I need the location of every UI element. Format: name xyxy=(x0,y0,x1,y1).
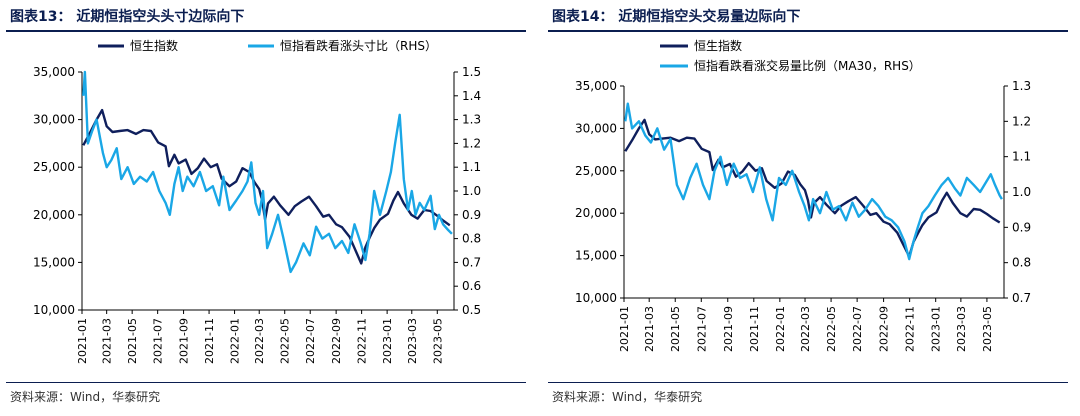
x-tick-label: 2021-11 xyxy=(748,306,761,352)
x-tick-label: 2022-11 xyxy=(904,306,917,352)
series-line-ratio xyxy=(82,70,453,274)
chart-title: 图表14： 近期恒指空头交易量边际向下 xyxy=(552,9,801,25)
x-tick-label: 2022-03 xyxy=(253,318,266,364)
x-tick-label: 2021-01 xyxy=(76,318,89,364)
left-tick-label: 35,000 xyxy=(33,65,75,79)
title-rule xyxy=(548,30,1068,32)
left-tick-label: 30,000 xyxy=(33,113,75,127)
right-tick-label: 0.7 xyxy=(1012,291,1031,305)
left-tick-label: 30,000 xyxy=(575,121,617,135)
right-tick-label: 0.8 xyxy=(462,232,481,246)
right-tick-label: 1.4 xyxy=(462,89,481,103)
legend-label: 恒生指数 xyxy=(694,38,742,53)
x-tick-label: 2022-09 xyxy=(878,306,891,352)
x-tick-label: 2022-01 xyxy=(774,306,787,352)
left-tick-label: 25,000 xyxy=(33,160,75,174)
x-tick-label: 2021-11 xyxy=(203,318,216,364)
x-tick-label: 2021-07 xyxy=(152,318,165,364)
chart-panel-14: 图表14： 近期恒指空头交易量边际向下 10,000 15,000 20,000 25… xyxy=(548,0,1074,416)
x-tick-label: 2021-05 xyxy=(126,318,139,364)
chart-title: 图表13： 近期恒指空头头寸边际向下 xyxy=(10,9,245,25)
series-line-ratio xyxy=(624,102,1003,261)
right-tick-label: 0.6 xyxy=(462,279,481,293)
x-tick-label: 2023-05 xyxy=(981,306,994,352)
right-tick-label: 1.0 xyxy=(462,184,481,198)
x-tick-label: 2023-03 xyxy=(955,306,968,352)
x-tick-label: 2021-07 xyxy=(695,306,708,352)
right-tick-label: 0.8 xyxy=(1012,256,1031,270)
x-tick-label: 2021-09 xyxy=(722,306,735,352)
x-tick-label: 2021-01 xyxy=(618,306,631,352)
x-tick-label: 2022-01 xyxy=(229,318,242,364)
x-tick-label: 2022-11 xyxy=(356,318,369,364)
left-tick-label: 10,000 xyxy=(575,291,617,305)
source-note: 资料来源：Wind，华泰研究 xyxy=(552,390,703,404)
right-tick-label: 1.2 xyxy=(462,136,481,150)
right-tick-label: 0.9 xyxy=(462,208,481,222)
left-tick-label: 20,000 xyxy=(33,208,75,222)
legend-label: 恒指看跌看涨交易量比例（MA30，RHS） xyxy=(694,58,921,73)
x-tick-label: 2021-03 xyxy=(643,306,656,352)
right-tick-label: 0.7 xyxy=(462,255,481,269)
x-tick-label: 2023-03 xyxy=(406,318,419,364)
right-tick-label: 1.3 xyxy=(1012,79,1031,93)
right-tick-label: 1.5 xyxy=(462,65,481,79)
right-tick-label: 0.5 xyxy=(462,303,481,317)
x-tick-label: 2022-03 xyxy=(799,306,812,352)
left-tick-label: 15,000 xyxy=(33,255,75,269)
source-note: 资料来源：Wind，华泰研究 xyxy=(10,390,161,404)
series-line-hsi xyxy=(624,118,1001,258)
x-tick-label: 2022-07 xyxy=(851,306,864,352)
left-tick-label: 20,000 xyxy=(575,206,617,220)
left-tick-label: 35,000 xyxy=(575,79,617,93)
legend-label: 恒指看跌看涨头寸比（RHS） xyxy=(280,38,437,53)
right-tick-label: 1.2 xyxy=(1012,114,1031,128)
right-tick-label: 1.1 xyxy=(1012,150,1031,164)
x-tick-label: 2021-09 xyxy=(178,318,191,364)
right-tick-label: 1.0 xyxy=(1012,185,1031,199)
x-tick-label: 2022-07 xyxy=(304,318,317,364)
x-tick-label: 2022-05 xyxy=(825,306,838,352)
legend-label: 恒生指数 xyxy=(130,38,178,53)
x-tick-label: 2021-05 xyxy=(669,306,682,352)
right-tick-label: 1.3 xyxy=(462,113,481,127)
x-tick-label: 2022-09 xyxy=(330,318,343,364)
right-tick-label: 0.9 xyxy=(1012,220,1031,234)
source-rule xyxy=(548,382,1068,383)
x-tick-label: 2023-05 xyxy=(431,318,444,364)
x-tick-label: 2022-05 xyxy=(279,318,292,364)
title-rule xyxy=(6,30,526,32)
source-rule xyxy=(6,382,526,383)
x-tick-label: 2021-03 xyxy=(101,318,114,364)
right-tick-label: 1.1 xyxy=(462,160,481,174)
x-tick-label: 2023-01 xyxy=(381,318,394,364)
left-tick-label: 10,000 xyxy=(33,303,75,317)
chart-14-plot: 10,000 15,000 20,000 25,000 30,000 35,000 0.7 0… xyxy=(575,38,1031,352)
left-tick-label: 15,000 xyxy=(575,249,617,263)
left-tick-label: 25,000 xyxy=(575,164,617,178)
chart-13-plot: 10,000 15,000 20,000 25,000 30,000 35,000 0.5 0… xyxy=(33,38,481,364)
chart-panel-13: 图表13： 近期恒指空头头寸边际向下 10,000 15,000 20,000 25,… xyxy=(6,0,532,416)
x-tick-label: 2023-01 xyxy=(930,306,943,352)
